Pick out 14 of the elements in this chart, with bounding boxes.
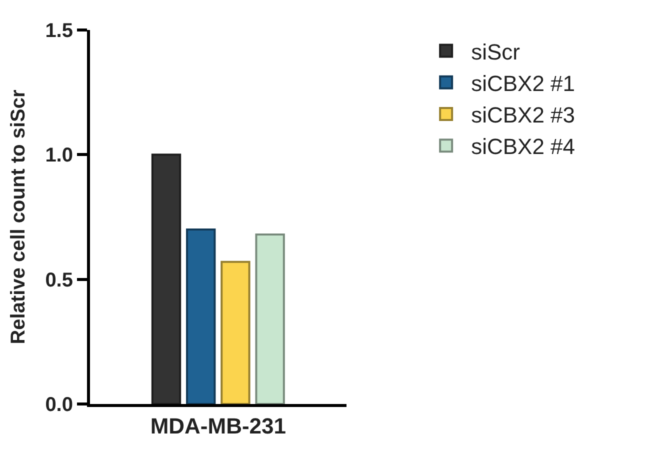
legend-label: siCBX2 #1 <box>471 70 576 96</box>
y-tick-label: 0.0 <box>45 394 73 416</box>
y-tick-label: 1.0 <box>45 144 73 167</box>
bar <box>151 154 182 404</box>
legend-label: siCBX2 #3 <box>471 102 576 128</box>
bar <box>186 228 216 404</box>
bar <box>255 233 285 404</box>
legend-label: siCBX2 #4 <box>471 134 576 160</box>
bar <box>220 260 250 404</box>
y-tick-label: 1.5 <box>45 20 73 42</box>
y-tick-label: 0.5 <box>45 269 73 292</box>
y-axis-title: Relative cell count to siScr <box>8 90 30 344</box>
x-tick-label: MDA-MB-231 <box>150 413 286 438</box>
legend-label: siScr <box>471 39 520 64</box>
